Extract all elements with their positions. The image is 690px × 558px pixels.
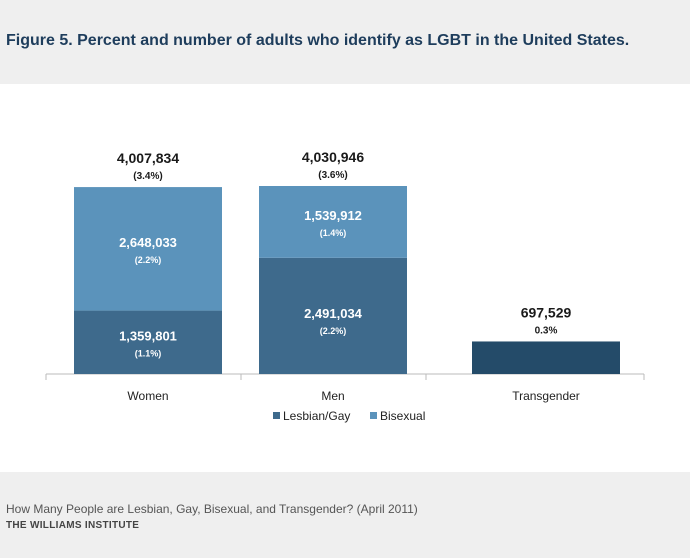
data-label-percent: (1.4%)	[320, 228, 347, 238]
stacked-bar-chart: 1,359,801 (1.1%) 2,648,033 (2.2%) 4,007,834 (…	[45, 149, 645, 423]
x-tick-label: Women	[127, 389, 168, 403]
total-label-value: 4,030,946	[302, 149, 364, 165]
total-label-percent: 0.3%	[535, 325, 558, 336]
bar-bisexual-women	[74, 187, 222, 311]
legend-swatch-lesbian-gay	[273, 412, 280, 419]
legend-swatch-bisexual	[370, 412, 377, 419]
source-citation: How Many People are Lesbian, Gay, Bisexu…	[6, 502, 418, 516]
bar-lesbian-gay-men	[259, 257, 407, 374]
x-tick-label: Men	[321, 389, 344, 403]
total-label-percent: (3.4%)	[133, 171, 162, 182]
data-label-value: 2,491,034	[304, 306, 363, 321]
bar-bisexual-men	[259, 186, 407, 258]
bar-transgender-transgender	[472, 341, 620, 374]
organization-name: THE WILLIAMS INSTITUTE	[6, 520, 140, 531]
chart-panel: 1,359,801 (1.1%) 2,648,033 (2.2%) 4,007,834 (…	[0, 84, 690, 472]
data-label-value: 2,648,033	[119, 235, 177, 250]
legend-label: Lesbian/Gay	[283, 409, 350, 423]
x-tick-label: Transgender	[512, 389, 580, 403]
total-label-value: 4,007,834	[117, 150, 179, 166]
data-label-value: 1,539,912	[304, 208, 362, 223]
data-label-value: 1,359,801	[119, 328, 177, 343]
page-title: Figure 5. Percent and number of adults w…	[6, 32, 630, 49]
bar-lesbian-gay-women	[74, 310, 222, 374]
legend-label: Bisexual	[380, 409, 425, 423]
data-label-percent: (2.2%)	[135, 255, 162, 265]
total-label-value: 697,529	[521, 304, 572, 320]
total-label-percent: (3.6%)	[318, 170, 347, 181]
data-label-percent: (2.2%)	[320, 326, 347, 336]
data-label-percent: (1.1%)	[135, 348, 162, 358]
